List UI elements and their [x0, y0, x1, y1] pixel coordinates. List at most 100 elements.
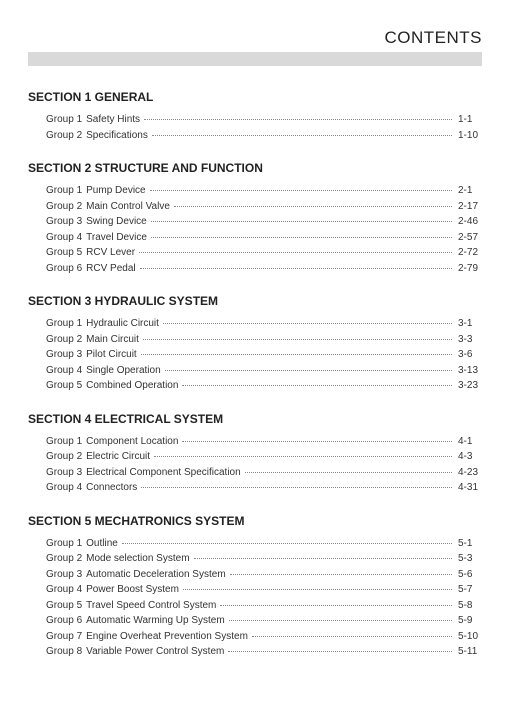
toc-page-number: 5-11	[454, 644, 482, 660]
toc-page-number: 1-10	[454, 128, 482, 144]
toc-list: Group 1Outline 5-1 Group 2Mode selection S…	[28, 536, 482, 660]
toc-row: Group 1Safety Hints1-1	[46, 112, 482, 128]
toc-page-number: 5-8	[454, 598, 482, 614]
toc-group-name: Hydraulic Circuit	[82, 316, 161, 332]
toc-page-number: 3-6	[454, 347, 482, 363]
toc-group-prefix: Group 6	[46, 261, 82, 277]
toc-group-name: Outline	[82, 536, 120, 552]
toc-list: Group 1Hydraulic Circuit3-1Group 2Main C…	[28, 316, 482, 394]
toc-group-name: Automatic Deceleration System	[82, 567, 228, 583]
toc-group-name: Engine Overheat Prevention System	[82, 629, 250, 645]
toc-leader	[139, 252, 452, 253]
toc-group-prefix: Group 2	[46, 128, 82, 144]
toc-page-number: 3-13	[454, 363, 482, 379]
toc-page-number: 2-72	[454, 245, 482, 261]
toc-group-prefix: Group 1	[46, 316, 82, 332]
toc-row: Group 4Travel Device2-57	[46, 230, 482, 246]
toc-leader	[140, 268, 452, 269]
toc-group-name: Component Location	[82, 434, 180, 450]
toc-page-number: 5-1	[454, 536, 482, 552]
toc-group-name: RCV Pedal	[82, 261, 137, 277]
toc-leader	[220, 605, 452, 606]
toc-group-prefix: Group 5	[46, 598, 82, 614]
toc-row: Group 5Combined Operation3-23	[46, 378, 482, 394]
toc-group-name: Travel Speed Control System	[82, 598, 218, 614]
toc-leader	[165, 370, 452, 371]
toc-row: Group 5RCV Lever 2-72	[46, 245, 482, 261]
toc-group-name: Electric Circuit	[82, 449, 152, 465]
toc-group-name: Connectors	[82, 480, 139, 496]
toc-leader	[228, 651, 452, 652]
toc-row: Group 3Swing Device2-46	[46, 214, 482, 230]
toc-leader	[252, 636, 452, 637]
toc-row: Group 2Specifications 1-10	[46, 128, 482, 144]
toc-leader	[183, 589, 452, 590]
toc-page-number: 4-23	[454, 465, 482, 481]
toc-section: SECTION 5 MECHATRONICS SYSTEMGroup 1Outl…	[28, 514, 482, 660]
toc-group-prefix: Group 5	[46, 245, 82, 261]
toc-page-number: 3-1	[454, 316, 482, 332]
toc-leader	[143, 339, 452, 340]
toc-row: Group 6RCV Pedal2-79	[46, 261, 482, 277]
toc-group-prefix: Group 8	[46, 644, 82, 660]
section-title: SECTION 2 STRUCTURE AND FUNCTION	[28, 161, 482, 175]
toc-group-name: Specifications	[82, 128, 150, 144]
toc-group-name: Mode selection System	[82, 551, 191, 567]
toc-page-number: 2-46	[454, 214, 482, 230]
toc-leader	[150, 190, 452, 191]
toc-leader	[194, 558, 452, 559]
toc-group-prefix: Group 5	[46, 378, 82, 394]
toc-row: Group 6Automatic Warming Up System5-9	[46, 613, 482, 629]
toc-leader	[151, 221, 452, 222]
toc-group-name: Pump Device	[82, 183, 147, 199]
toc-page-number: 5-7	[454, 582, 482, 598]
toc-group-prefix: Group 2	[46, 551, 82, 567]
toc-group-name: RCV Lever	[82, 245, 137, 261]
toc-leader	[174, 206, 452, 207]
toc-list: Group 1Pump Device2-1Group 2Main Control…	[28, 183, 482, 276]
toc-page-number: 2-17	[454, 199, 482, 215]
toc-page-number: 4-31	[454, 480, 482, 496]
toc-row: Group 3Electrical Component Specificatio…	[46, 465, 482, 481]
toc-section: SECTION 2 STRUCTURE AND FUNCTION Group 1P…	[28, 161, 482, 276]
toc-leader	[122, 543, 452, 544]
toc-group-name: Travel Device	[82, 230, 149, 246]
toc-page-number: 4-3	[454, 449, 482, 465]
toc-leader	[154, 456, 452, 457]
page-title: CONTENTS	[385, 28, 483, 47]
toc-list: Group 1Component Location4-1Group 2Elect…	[28, 434, 482, 496]
section-title: SECTION 3 HYDRAULIC SYSTEM	[28, 294, 482, 308]
section-title: SECTION 4 ELECTRICAL SYSTEM	[28, 412, 482, 426]
toc-group-prefix: Group 2	[46, 449, 82, 465]
toc-group-name: Main Control Valve	[82, 199, 172, 215]
toc-page-number: 3-23	[454, 378, 482, 394]
toc-row: Group 7Engine Overheat Prevention System…	[46, 629, 482, 645]
toc-group-name: Variable Power Control System	[82, 644, 226, 660]
toc-section: SECTION 4 ELECTRICAL SYSTEM Group 1Compon…	[28, 412, 482, 496]
toc-leader	[182, 385, 452, 386]
toc-group-prefix: Group 6	[46, 613, 82, 629]
toc-group-name: Electrical Component Specification	[82, 465, 243, 481]
toc-leader	[182, 441, 452, 442]
toc-group-prefix: Group 3	[46, 465, 82, 481]
toc-row: Group 5Travel Speed Control System 5-8	[46, 598, 482, 614]
toc-group-name: Pilot Circuit	[82, 347, 139, 363]
toc-leader	[163, 323, 452, 324]
toc-section: SECTION 1 GENERALGroup 1Safety Hints1-1G…	[28, 90, 482, 143]
toc-row: Group 4Single Operation3-13	[46, 363, 482, 379]
toc-page-number: 5-3	[454, 551, 482, 567]
toc-row: Group 4Connectors4-31	[46, 480, 482, 496]
toc-group-prefix: Group 1	[46, 536, 82, 552]
toc-leader	[141, 487, 452, 488]
header-title-bar: CONTENTS	[28, 28, 482, 48]
toc-section: SECTION 3 HYDRAULIC SYSTEM Group 1Hydraul…	[28, 294, 482, 394]
toc-group-prefix: Group 3	[46, 567, 82, 583]
toc-leader	[151, 237, 452, 238]
toc-leader	[229, 620, 452, 621]
toc-row: Group 1Component Location4-1	[46, 434, 482, 450]
toc-row: Group 3Automatic Deceleration System5-6	[46, 567, 482, 583]
toc-group-prefix: Group 1	[46, 112, 82, 128]
toc-row: Group 1Hydraulic Circuit 3-1	[46, 316, 482, 332]
toc-group-prefix: Group 1	[46, 434, 82, 450]
toc-leader	[141, 354, 452, 355]
